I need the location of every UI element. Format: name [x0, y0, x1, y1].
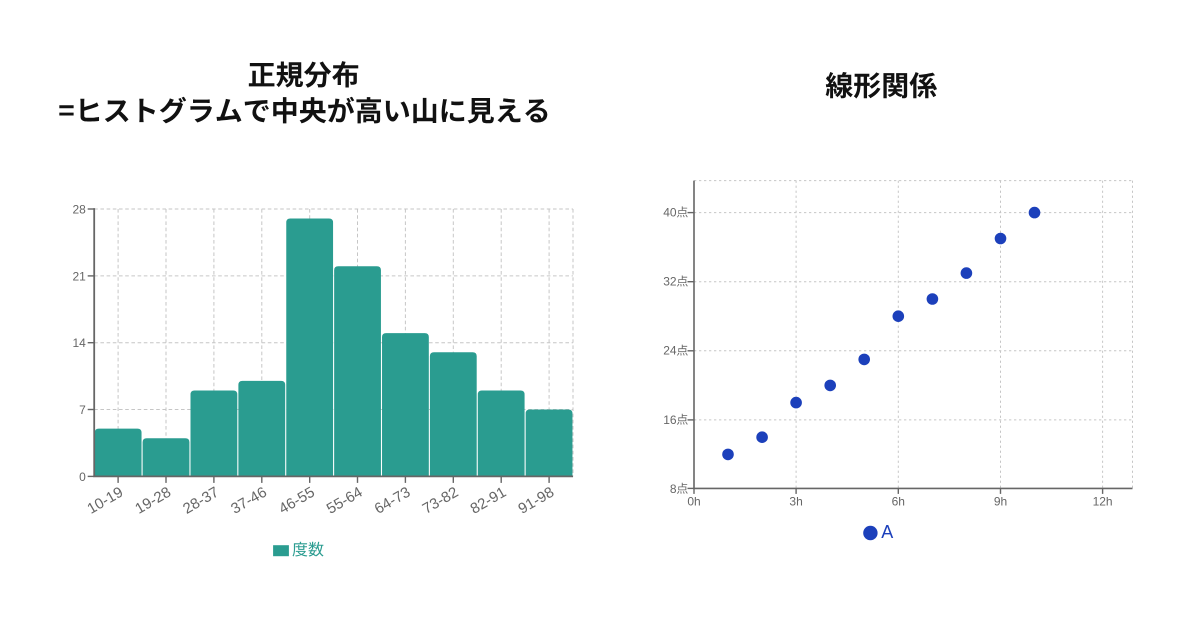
svg-text:A: A	[881, 522, 893, 542]
svg-text:24: 24	[663, 344, 677, 358]
svg-text:12h: 12h	[1093, 494, 1113, 508]
svg-text:0h: 0h	[687, 494, 700, 508]
svg-text:6h: 6h	[892, 494, 905, 508]
svg-text:32: 32	[663, 275, 677, 289]
svg-text:3h: 3h	[789, 494, 802, 508]
svg-text:9h: 9h	[994, 494, 1007, 508]
svg-text:16: 16	[663, 413, 677, 427]
svg-text:21: 21	[72, 269, 86, 283]
svg-text:7: 7	[79, 403, 86, 417]
svg-text:28: 28	[72, 203, 86, 217]
svg-text:14: 14	[72, 336, 86, 350]
svg-text:0: 0	[79, 470, 86, 484]
svg-text:40: 40	[663, 206, 677, 220]
svg-text:8: 8	[670, 482, 677, 496]
